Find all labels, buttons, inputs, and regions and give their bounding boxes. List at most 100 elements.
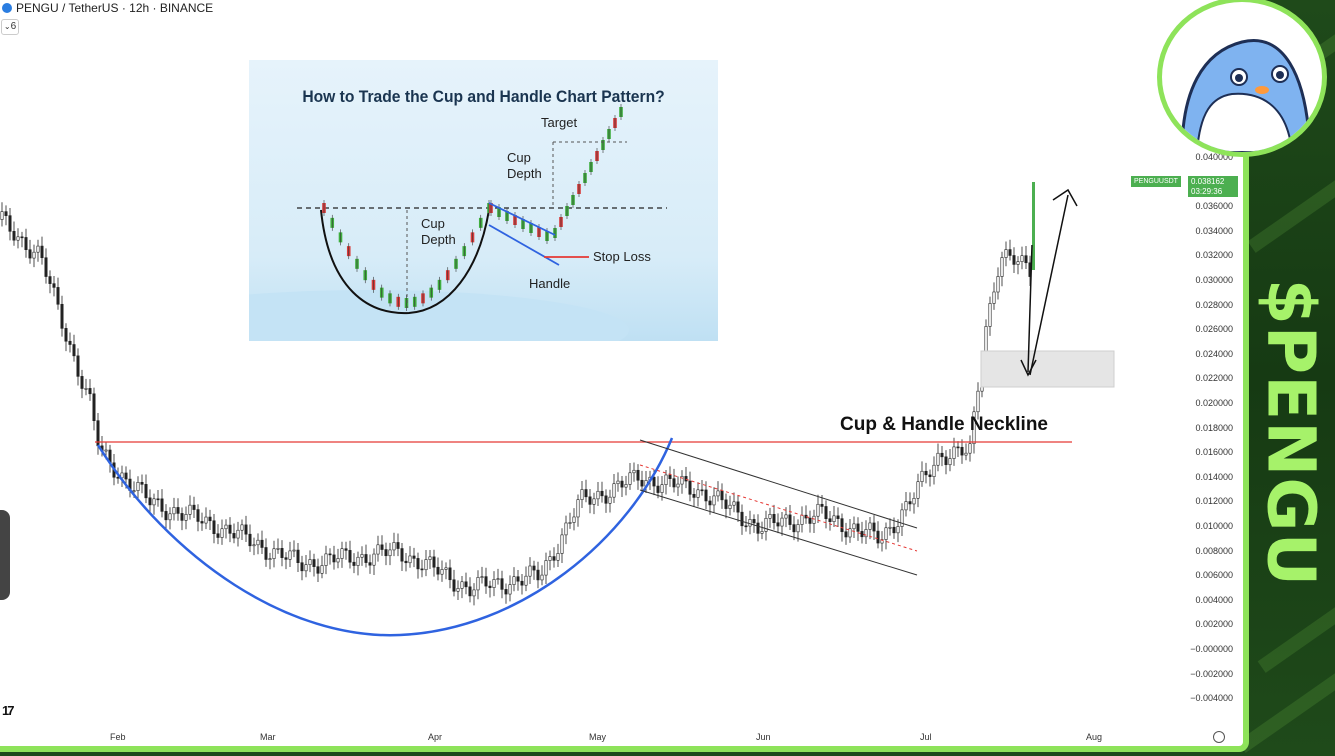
candle-body — [952, 446, 956, 459]
candle-body — [924, 470, 928, 476]
indicator-collapse-button[interactable]: ⌄6 — [1, 19, 19, 35]
candle-body — [12, 231, 16, 241]
candle-body — [532, 565, 536, 571]
candle-body — [484, 576, 488, 587]
chart-panel[interactable]: PENGU / TetherUS · 12h · BINANCE ⌄6 Cup … — [0, 0, 1249, 752]
candle-body — [788, 514, 792, 525]
candle-body — [368, 562, 372, 566]
candle-body — [444, 567, 448, 570]
candle-body — [772, 514, 776, 524]
candle-body — [564, 522, 568, 536]
candle-body — [880, 539, 884, 544]
price-chart[interactable] — [0, 0, 1243, 746]
candle-body — [180, 513, 184, 521]
candle-body — [1020, 255, 1024, 262]
candle-body — [204, 516, 208, 524]
candle-body — [656, 485, 660, 493]
candle-body — [764, 517, 768, 532]
candle-body — [508, 584, 512, 595]
time-axis-label: Mar — [260, 732, 276, 742]
candle-body — [452, 579, 456, 592]
presenter-silhouette — [0, 510, 10, 600]
candle-body — [876, 530, 880, 544]
candle-body — [268, 558, 272, 560]
candle-body — [956, 446, 960, 449]
candle-body — [472, 589, 476, 597]
candle-body — [448, 567, 452, 581]
last-price: 0.038162 — [1191, 177, 1225, 186]
candle-body — [260, 539, 264, 548]
tradingview-logo[interactable]: 17 — [2, 703, 15, 718]
candle-body — [72, 344, 76, 357]
candle-body — [628, 472, 632, 485]
candle-body — [40, 245, 44, 259]
candle-body — [292, 549, 296, 552]
candle-body — [668, 474, 672, 479]
candle-body — [624, 484, 628, 488]
candle-body — [940, 452, 944, 458]
price-axis-label: 0.012000 — [1195, 496, 1233, 507]
candle-body — [588, 496, 592, 505]
candle-body — [756, 522, 760, 534]
candle-body — [752, 519, 756, 524]
candle-body — [660, 484, 664, 493]
candle-body — [392, 542, 396, 551]
candle-body — [892, 526, 896, 534]
candle-body — [968, 443, 972, 454]
candle-body — [792, 524, 796, 533]
neckline-label: Cup & Handle Neckline — [840, 414, 1048, 435]
candle-body — [44, 257, 48, 277]
symbol-title[interactable]: PENGU / TetherUS · 12h · BINANCE — [16, 1, 214, 15]
candle-body — [344, 548, 348, 551]
candle-body — [524, 575, 528, 586]
candle-body — [604, 495, 608, 504]
candle-body — [636, 469, 640, 481]
brand-ticker: $PENGU — [1252, 278, 1330, 588]
candle-body — [404, 560, 408, 564]
candle-body — [160, 498, 164, 512]
candle-body — [152, 498, 156, 506]
candle-body — [464, 581, 468, 588]
candle-body — [916, 481, 920, 499]
candle-body — [252, 544, 256, 547]
candle-body — [516, 576, 520, 582]
candle-body — [856, 523, 860, 532]
time-axis-label: May — [589, 732, 607, 742]
candle-body — [156, 498, 160, 501]
candle-body — [652, 476, 656, 487]
candle-body — [468, 586, 472, 597]
candle-body — [700, 489, 704, 492]
gear-icon[interactable] — [1213, 731, 1225, 743]
candle-body — [136, 482, 140, 491]
candle-body — [384, 549, 388, 557]
candle-body — [376, 544, 380, 555]
candle-body — [216, 533, 220, 538]
candle-body — [936, 452, 940, 466]
candle-body — [680, 476, 684, 485]
candle-body — [884, 527, 888, 540]
candle-body — [900, 509, 904, 527]
price-axis-label: −0.004000 — [1190, 693, 1233, 704]
price-axis-label: 0.030000 — [1195, 275, 1233, 285]
candle-body — [552, 556, 556, 561]
candle-body — [684, 476, 688, 482]
candle-body — [32, 251, 36, 259]
candle-body — [612, 483, 616, 498]
candle-body — [284, 557, 288, 560]
candle-body — [64, 328, 68, 342]
candle-body — [436, 566, 440, 575]
candle-body — [800, 514, 804, 525]
forecast-down-line — [1027, 244, 1033, 373]
candle-body — [844, 531, 848, 538]
candle-body — [988, 303, 992, 327]
candle-body — [488, 585, 492, 588]
chevron-down-icon: ⌄ — [3, 22, 11, 31]
handle-channel-mid — [639, 464, 918, 552]
candle-body — [88, 388, 92, 395]
price-axis-label: 0.034000 — [1195, 225, 1233, 236]
price-axis-label: 0.020000 — [1195, 398, 1233, 408]
inset-handle-label: Handle — [529, 276, 571, 291]
candle-body — [264, 547, 268, 560]
candle-body — [280, 548, 284, 558]
candle-body — [20, 236, 24, 239]
